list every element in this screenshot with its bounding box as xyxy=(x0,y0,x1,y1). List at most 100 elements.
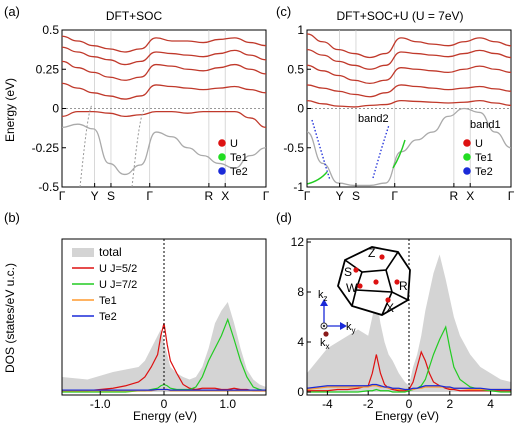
band-line xyxy=(61,35,267,53)
legend-swatch xyxy=(72,248,94,257)
panel-c-legend: U Te1 Te2 xyxy=(463,138,493,178)
panel-c-label: (c) xyxy=(276,4,291,19)
bz-label-x: X xyxy=(386,301,394,315)
y-tick-label: 0 xyxy=(297,102,304,116)
panel-d-label: (d) xyxy=(276,210,292,225)
panel-d: (d) Energy (eV) 0 4 8 12 -4 -2 0 2 4 Z S W R X xyxy=(276,210,512,423)
x-tick-label: Γ xyxy=(59,189,66,203)
panel-d-yticks: 0 4 8 12 xyxy=(291,235,311,399)
y-tick-label: 0.5 xyxy=(42,23,59,37)
band-line xyxy=(61,46,267,66)
y-tick-label: -0.5 xyxy=(283,141,304,155)
kx-origin-dot xyxy=(322,324,326,328)
x-tick-label: 1.0 xyxy=(219,397,236,411)
band-line xyxy=(306,33,512,59)
dos-line-u-j-7-2 xyxy=(62,317,267,393)
dos-line-u-j-7-2 xyxy=(307,325,511,393)
te1-projected-line xyxy=(306,171,328,185)
band-line xyxy=(61,82,267,100)
legend-label: Te2 xyxy=(475,166,493,178)
panel-a-bands xyxy=(61,30,267,188)
band-line xyxy=(306,99,512,108)
y-tick-label: 0.5 xyxy=(287,62,304,76)
legend-marker xyxy=(218,167,226,175)
band-line xyxy=(61,60,267,81)
panel-b-legend: total U J=5/2 U J=7/2 Te1 Te2 xyxy=(72,245,137,323)
legend-label: U J=5/2 xyxy=(99,263,137,275)
te1-projected-line xyxy=(392,139,406,169)
panel-b-xticks: -1.0 0 1.0 xyxy=(90,391,236,411)
panel-b-ylabel: DOS (states/eV u.c.) xyxy=(3,263,17,373)
panel-a-ylabel: Energy (eV) xyxy=(3,78,17,142)
panel-c-title: DFT+SOC+U (U = 7eV) xyxy=(336,9,463,23)
panel-d-xlabel: Energy (eV) xyxy=(375,409,439,423)
bz-edge-top xyxy=(344,251,399,273)
x-tick-label: Y xyxy=(336,189,344,203)
legend-marker xyxy=(218,153,226,161)
legend-marker xyxy=(218,139,226,147)
bz-point-r xyxy=(394,279,400,285)
bz-label-w: W xyxy=(346,281,358,295)
panel-a-legend: U Te1 Te2 xyxy=(218,138,248,178)
legend-label: total xyxy=(99,245,122,259)
x-tick-label: Γ xyxy=(391,189,398,203)
bz-point-gamma xyxy=(373,279,379,285)
projected-band-line xyxy=(79,104,93,188)
x-tick-label: R xyxy=(450,189,459,203)
x-tick-label: Γ xyxy=(304,189,311,203)
te2-projected-line xyxy=(372,124,390,179)
x-tick-label: 2 xyxy=(446,397,453,411)
legend-marker xyxy=(463,139,471,147)
panel-b-xlabel: Energy (eV) xyxy=(133,409,197,423)
panel-a: (a) DFT+SOC Energy (eV) 0.5 0.25 0 -0.25 -0.… xyxy=(3,4,270,203)
panel-a-yticks: 0.5 0.25 0 -0.25 -0.5 xyxy=(32,23,66,194)
ky-arrow-icon xyxy=(340,322,347,330)
legend-marker xyxy=(463,153,471,161)
band-line xyxy=(61,123,267,176)
bz-label-s: S xyxy=(344,265,352,279)
kz-arrow-icon xyxy=(320,299,328,306)
dos-total-area xyxy=(307,254,511,392)
x-tick-label: Γ xyxy=(508,189,515,203)
bz-label-z: Z xyxy=(368,246,375,260)
legend-label: Te1 xyxy=(475,152,493,164)
bz-point-z xyxy=(379,254,385,260)
panel-b-label: (b) xyxy=(4,210,20,225)
panel-c-yticks: 1 0.5 0 -0.5 -1 xyxy=(283,23,311,194)
x-tick-label: Y xyxy=(91,189,99,203)
band-line xyxy=(306,64,512,85)
band-line xyxy=(306,48,512,70)
x-tick-label: S xyxy=(352,189,360,203)
bz-edge-mid xyxy=(355,289,409,301)
te2-projected-line xyxy=(311,119,331,181)
kx-marker xyxy=(323,331,329,337)
dos-line-te2 xyxy=(306,383,511,391)
projected-band-line xyxy=(131,109,145,188)
legend-label: U xyxy=(475,138,483,150)
x-tick-label: 0 xyxy=(161,397,168,411)
panel-b-plot xyxy=(62,239,267,395)
y-tick-label: 12 xyxy=(291,235,305,249)
y-tick-label: -0.25 xyxy=(32,141,60,155)
x-tick-label: Γ xyxy=(263,189,270,203)
dos-line-te1 xyxy=(62,388,266,392)
bz-point-x xyxy=(385,297,391,303)
bz-point-s xyxy=(353,267,359,273)
band-line xyxy=(61,110,267,128)
x-tick-label: -4 xyxy=(322,397,333,411)
legend-label: Te2 xyxy=(99,311,117,323)
y-tick-label: 0.25 xyxy=(36,62,60,76)
brillouin-zone-inset: Z S W R X kz ky kx xyxy=(318,246,411,351)
panel-b: (b) DOS (states/eV u.c.) Energy (eV) -1.… xyxy=(3,210,267,423)
panel-c-bands xyxy=(306,30,512,187)
legend-label: Te1 xyxy=(99,295,117,307)
kx-label: kx xyxy=(320,337,330,351)
x-tick-label: -2 xyxy=(363,397,374,411)
x-tick-label: R xyxy=(205,189,214,203)
panel-c-annotation-band1: band1 xyxy=(470,119,501,131)
x-tick-label: 4 xyxy=(487,397,494,411)
